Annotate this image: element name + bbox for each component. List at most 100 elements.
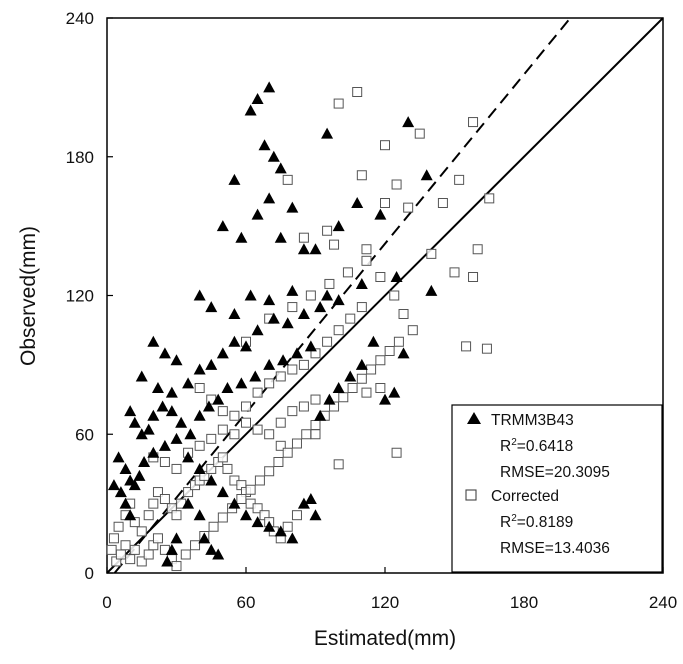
trmm-point (158, 439, 171, 451)
corrected-point (171, 463, 182, 474)
y-axis-title: Observed(mm) (17, 226, 40, 366)
corrected-point (472, 244, 483, 255)
trmm-point (216, 486, 229, 498)
trmm-point (170, 532, 183, 544)
corrected-point (437, 198, 448, 208)
trmm-point (107, 479, 120, 491)
corrected-point (199, 470, 210, 481)
corrected-point (115, 549, 126, 560)
trmm-point (228, 497, 241, 509)
corrected-point (391, 447, 402, 458)
trmm-point (321, 289, 334, 301)
trmm-point (367, 335, 380, 347)
trmm-point (119, 497, 132, 509)
trmm-point (112, 451, 125, 463)
corrected-point (245, 484, 256, 495)
trmm-point (251, 208, 264, 220)
corrected-point (217, 406, 228, 417)
trmm-point (228, 308, 241, 319)
corrected-point (310, 394, 321, 405)
trmm-point (332, 294, 345, 306)
trmm-point (332, 382, 345, 393)
corrected-point (217, 512, 228, 523)
corrected-point (129, 544, 140, 555)
trmm-point (228, 173, 241, 185)
trmm-point (355, 358, 368, 370)
corrected-point (106, 544, 117, 555)
trmm-point (147, 409, 160, 421)
trmm-point (193, 509, 206, 521)
trmm-point (198, 532, 211, 544)
y-tick-label: 180 (66, 148, 94, 167)
trmm-point (133, 469, 146, 481)
trmm-point (135, 370, 148, 382)
trmm-point (258, 139, 271, 151)
tick-labels: 0 60 120 180 240 0 60 120 180 240 (66, 9, 678, 612)
trmm-point (114, 486, 127, 498)
corrected-point (366, 364, 377, 375)
trmm-point (240, 509, 252, 521)
trmm-point (170, 354, 183, 366)
corrected-point (298, 232, 309, 243)
trmm-point (388, 386, 401, 398)
trmm-point (286, 284, 299, 296)
trmm-point (351, 197, 364, 208)
trmm-point (277, 354, 290, 366)
corrected-point (287, 406, 298, 417)
trmm-point (165, 405, 178, 417)
trmm-point (251, 92, 264, 104)
trmm-point (355, 277, 368, 289)
trmm-point (205, 301, 218, 313)
trmm-point (221, 382, 234, 393)
trmm-point (251, 324, 264, 336)
corrected-point (194, 440, 205, 451)
corrected-point (333, 325, 344, 336)
corrected-point (454, 174, 465, 185)
corrected-point (375, 355, 386, 366)
x-tick-label: 0 (102, 593, 111, 612)
trmm-point (263, 81, 276, 93)
corrected-point (273, 457, 284, 467)
corrected-point (403, 202, 414, 213)
corrected-point (152, 487, 163, 498)
corrected-point (206, 463, 217, 474)
trmm-point (309, 243, 322, 255)
trmm-point (128, 416, 141, 428)
trmm-point (267, 312, 280, 324)
trmm-point (425, 284, 438, 296)
corrected-point (338, 392, 349, 403)
corrected-point (310, 420, 321, 430)
corrected-point (282, 174, 293, 185)
trmm-point (124, 509, 137, 521)
legend-label-corrected: Corrected (491, 488, 559, 505)
x-tick-label: 180 (510, 593, 538, 612)
trmm-point (212, 393, 225, 405)
corrected-point (426, 248, 437, 259)
corrected-point (241, 417, 251, 428)
legend-r2-corrected: R2=0.8189 (500, 513, 573, 531)
legend-rmse-corrected: RMSE=13.4036 (500, 540, 610, 557)
corrected-point (384, 346, 395, 356)
corrected-point (375, 383, 386, 393)
trmm-point (235, 231, 248, 243)
corrected-point (347, 383, 358, 393)
trmm-point (344, 370, 357, 382)
corrected-point (468, 117, 479, 128)
trmm-point (228, 335, 241, 347)
corrected-point (143, 510, 154, 521)
trmm-point (263, 520, 276, 532)
corrected-point (356, 170, 367, 181)
y-tick-label: 240 (66, 9, 94, 28)
corrected-point (333, 459, 344, 470)
corrected-point (183, 487, 194, 498)
trmm-point (309, 509, 322, 521)
trmm-point (281, 317, 294, 329)
corrected-point (275, 371, 286, 382)
trmm-point (420, 169, 433, 181)
corrected-point (375, 272, 386, 282)
corrected-point (264, 378, 275, 389)
trmm-point (184, 428, 197, 440)
trmm-point (156, 400, 169, 412)
y-tick-label: 120 (66, 287, 94, 306)
data-points (106, 81, 495, 572)
